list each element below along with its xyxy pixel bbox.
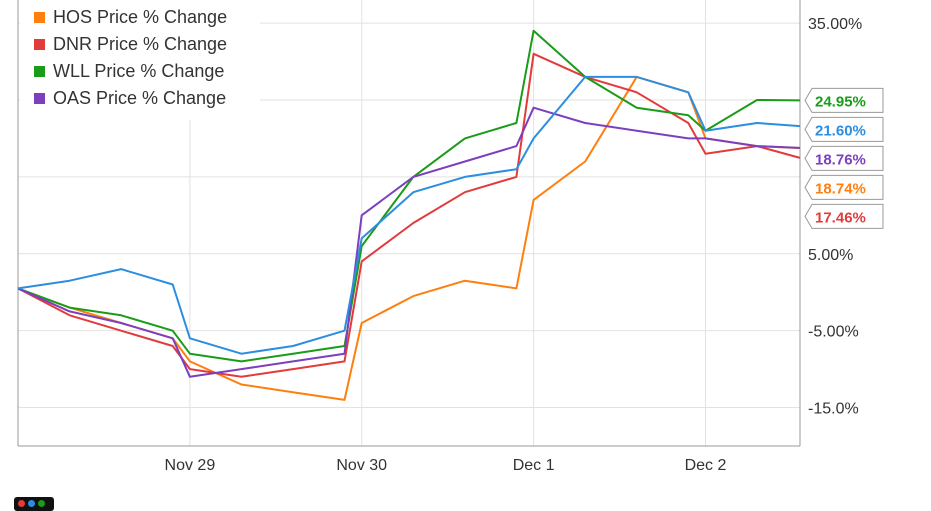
legend-item-wll[interactable]: WLL Price % Change	[34, 61, 224, 82]
legend-item-oas[interactable]: OAS Price % Change	[34, 88, 226, 109]
legend-label-oas: OAS Price % Change	[53, 88, 227, 108]
legend-swatch-oas	[34, 93, 45, 104]
end-value-label: 24.95%	[815, 93, 866, 110]
end-value-tag: 17.46%	[804, 203, 884, 229]
end-value-tag-box	[804, 87, 884, 113]
legend-label-hos: HOS Price % Change	[53, 7, 228, 27]
x-tick-label: Nov 29	[165, 457, 216, 474]
legend-label-dnr: DNR Price % Change	[53, 34, 228, 54]
end-value-tag-box	[804, 203, 884, 229]
series-line-0	[17, 75, 801, 401]
end-value-tag: 18.76%	[804, 145, 884, 171]
series-line-1	[17, 52, 801, 378]
legend-label-wll: WLL Price % Change	[53, 61, 225, 81]
series-line-3	[17, 106, 801, 378]
end-value-label: 17.46%	[815, 209, 866, 226]
x-tick-label: Dec 1	[513, 457, 555, 474]
y-tick-label: -15.0%	[808, 401, 859, 418]
series-line-4	[17, 75, 801, 355]
end-value-label: 18.76%	[815, 151, 866, 168]
end-value-tag: 21.60%	[804, 116, 884, 142]
y-tick-label: -5.00%	[808, 324, 859, 341]
end-value-tag: 18.74%	[804, 174, 884, 200]
x-tick-label: Dec 2	[685, 457, 727, 474]
legend-swatch-dnr	[34, 39, 45, 50]
logo-dot-red	[18, 500, 25, 507]
legend-swatch-wll	[34, 66, 45, 77]
legend-item-dnr[interactable]: DNR Price % Change	[34, 34, 227, 55]
end-value-tag-box	[804, 174, 884, 200]
end-value-label: 18.74%	[815, 180, 866, 197]
end-value-tag: 24.95%	[804, 87, 884, 113]
ycharts-logo	[14, 497, 54, 511]
end-value-tag-box	[804, 145, 884, 171]
end-value-tag-box	[804, 116, 884, 142]
y-tick-label: 5.00%	[808, 247, 853, 264]
chart-legend: HOS Price % Change DNR Price % Change WL…	[20, 0, 260, 120]
logo-dot-blue	[28, 500, 35, 507]
end-value-label: 21.60%	[815, 122, 866, 139]
legend-swatch-hos	[34, 12, 45, 23]
legend-item-hos[interactable]: HOS Price % Change	[34, 7, 227, 28]
x-tick-label: Nov 30	[336, 457, 387, 474]
logo-dot-green	[38, 500, 45, 507]
y-tick-label: 35.00%	[808, 16, 862, 33]
